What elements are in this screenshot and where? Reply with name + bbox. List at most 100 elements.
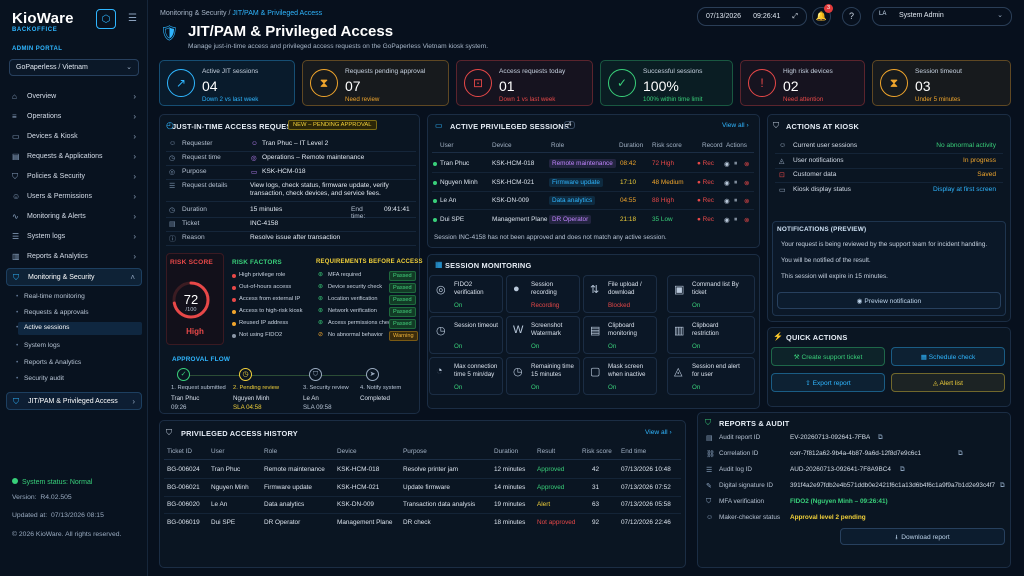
monitoring-tile[interactable]: ◎ FIDO2 verification On — [429, 275, 503, 313]
info-icon: ⓘ — [169, 236, 176, 243]
pause-icon[interactable]: ⏸ — [734, 160, 738, 167]
session-user[interactable]: Le An — [440, 197, 457, 204]
sidebar-subitem[interactable]: Security audit — [16, 375, 64, 387]
sessions-view-all-link[interactable]: View all › — [722, 122, 749, 129]
pause-icon[interactable]: ⏸ — [734, 197, 738, 204]
eye-icon[interactable]: ◉ — [724, 198, 730, 205]
sidebar-item[interactable]: ▭ Devices & Kiosk › — [0, 128, 148, 146]
column-header: Device — [337, 448, 357, 455]
history-device: KSK-HCM-018 — [337, 466, 380, 473]
pending-approval-badge: NEW – PENDING APPROVAL — [288, 120, 377, 130]
check-icon: ⊛ — [318, 308, 324, 314]
approval-flow-title: APPROVAL FLOW — [172, 356, 231, 363]
monitoring-tile[interactable]: ◬ Session end alert for user On — [667, 357, 755, 395]
sidebar-item[interactable]: ≡ Operations › — [0, 108, 148, 126]
preview-notification-button[interactable]: ◉ Preview notification — [777, 292, 1001, 309]
quick-action-button[interactable]: ◬ Alert list — [891, 373, 1005, 392]
risk-factor: Out-of-hours access — [239, 284, 292, 290]
breadcrumb-root[interactable]: Monitoring & Security — [160, 10, 227, 17]
kpi-card[interactable]: ! High risk devices 02 Need attention — [740, 60, 865, 106]
sidebar-subitem[interactable]: Reports & Analytics — [16, 359, 81, 371]
session-duration: 21:18 — [620, 215, 636, 223]
pause-icon[interactable]: ⏸ — [734, 215, 738, 223]
session-user[interactable]: Dui SPE — [440, 215, 465, 223]
sidebar-subitem[interactable]: Active sessions — [16, 322, 142, 335]
sidebar-item-monitoring-security[interactable]: ⛉ Monitoring & Security ˄ — [6, 268, 142, 286]
eye-icon[interactable]: ◉ — [724, 161, 730, 168]
quick-action-button[interactable]: ⇪ Export report — [771, 373, 885, 392]
sidebar-item[interactable]: ⛉ Policies & Security › — [0, 168, 148, 186]
history-risk: 31 — [592, 483, 600, 491]
sidebar-item[interactable]: ☰ System logs › — [0, 228, 148, 246]
user-menu[interactable]: LA System Admin ⌄ — [872, 7, 1012, 26]
end-time-value: 09:41:41 — [384, 206, 410, 213]
user-name: System Admin — [899, 12, 944, 19]
timer-icon: ◷ — [436, 325, 446, 337]
monitoring-tile[interactable]: ◷ Remaining time 15 minutes On — [506, 357, 580, 395]
risk-dot-icon — [232, 310, 236, 314]
kpi-card[interactable]: ⧗ Requests pending approval 07 Need review — [302, 60, 449, 106]
system-status-text: System status: Normal — [22, 479, 93, 486]
lock-icon: ⊡ — [779, 172, 785, 179]
monitoring-tile[interactable]: W Screenshot Watermark On — [506, 316, 580, 354]
quick-action-button[interactable]: ⚒ Create support ticket — [771, 347, 885, 366]
monitoring-tile[interactable]: ▥ Clipboard restriction On — [667, 316, 755, 354]
session-role-badge: Data analytics — [549, 196, 596, 205]
quick-action-button[interactable]: ▦ Schedule check — [891, 347, 1005, 366]
sidebar-subitem[interactable]: Real-time monitoring — [16, 293, 85, 305]
pause-icon[interactable]: ⏸ — [734, 178, 738, 186]
risk-gauge-fill — [172, 281, 210, 319]
jit-field-label: Ticket — [182, 220, 200, 227]
stop-icon[interactable]: ⊗ — [744, 216, 750, 224]
history-id[interactable]: BG-006020 — [167, 501, 200, 508]
jit-field-label: Request time — [182, 154, 221, 161]
help-icon[interactable]: ? — [842, 7, 861, 26]
history-result: Not approved — [537, 518, 576, 526]
kpi-card[interactable]: ↗ Active JIT sessions 04 Down 2 vs last wee… — [159, 60, 295, 106]
document-icon: ▤ — [12, 152, 20, 161]
sidebar-subitem[interactable]: System logs — [16, 342, 60, 354]
list-icon: ☰ — [706, 467, 713, 474]
kpi-card[interactable]: ✓ Successful sessions 100% 100% within time… — [600, 60, 733, 106]
monitoring-tile[interactable]: ● Session recording Recording — [506, 275, 580, 313]
sidebar-item[interactable]: ⌂ Overview › — [0, 88, 148, 106]
stop-icon[interactable]: ⊗ — [744, 161, 750, 168]
notification-bell-icon[interactable]: 🔔 — [812, 7, 831, 26]
sliders-icon: ≡ — [12, 112, 17, 121]
shield-icon: ⛉ — [773, 121, 779, 130]
menu-toggle-icon[interactable]: ☰ — [128, 13, 137, 24]
version-label: Version: — [12, 494, 37, 501]
stop-icon[interactable]: ⊗ — [744, 198, 750, 205]
history-view-all-link[interactable]: View all › — [645, 429, 672, 436]
monitoring-tile[interactable]: ◷ Session timeout On — [429, 316, 503, 354]
copy-icon[interactable]: ⧉ — [878, 434, 883, 441]
session-user[interactable]: Nguyen Minh — [440, 178, 478, 186]
copy-icon[interactable]: ⧉ — [958, 450, 963, 457]
copy-icon[interactable]: ⧉ — [900, 466, 905, 473]
sidebar-item[interactable]: ▥ Reports & Analytics › — [0, 248, 148, 266]
sidebar-item[interactable]: ∿ Monitoring & Alerts › — [0, 208, 148, 226]
chevron-right-icon: › — [133, 252, 136, 261]
sidebar-item-jit-pam[interactable]: ⛉ JIT/PAM & Privileged Access › — [6, 392, 142, 410]
eye-icon[interactable]: ◉ — [724, 216, 730, 224]
monitoring-tile[interactable]: ◔ Max connection time 5 min/day On — [429, 357, 503, 395]
eye-icon[interactable]: ◉ — [724, 179, 730, 187]
sidebar-subitem[interactable]: Requests & approvals — [16, 309, 88, 321]
monitoring-tile[interactable]: ⇅ File upload / download Blocked — [583, 275, 657, 313]
kpi-card[interactable]: ⧗ Session timeout 03 Under 5 minutes — [872, 60, 1011, 106]
copy-icon[interactable]: ⧉ — [1000, 482, 1005, 489]
monitoring-tile[interactable]: ▣ Command list By ticket On — [667, 275, 755, 313]
sidebar-item[interactable]: ▤ Requests & Applications › — [0, 148, 148, 166]
history-id[interactable]: BG-006024 — [167, 466, 200, 473]
sidebar-item[interactable]: ☺ Users & Permissions › — [0, 188, 148, 206]
kpi-card[interactable]: ⊡ Access requests today 01 Down 1 vs last w… — [456, 60, 593, 106]
monitoring-tile[interactable]: ▤ Clipboard monitoring On — [583, 316, 657, 354]
session-user[interactable]: Tran Phuc — [440, 160, 470, 167]
history-id[interactable]: BG-006021 — [167, 483, 200, 491]
download-report-button[interactable]: ⭳ Download report — [840, 528, 1005, 545]
monitoring-tile[interactable]: ▢ Mask screen when inactive On — [583, 357, 657, 395]
stop-icon[interactable]: ⊗ — [744, 179, 750, 187]
tenant-select[interactable]: GoPaperless / Vietnam ⌄ — [9, 59, 139, 76]
history-id[interactable]: BG-006019 — [167, 518, 200, 526]
expand-icon[interactable]: ⤢ — [792, 13, 798, 20]
